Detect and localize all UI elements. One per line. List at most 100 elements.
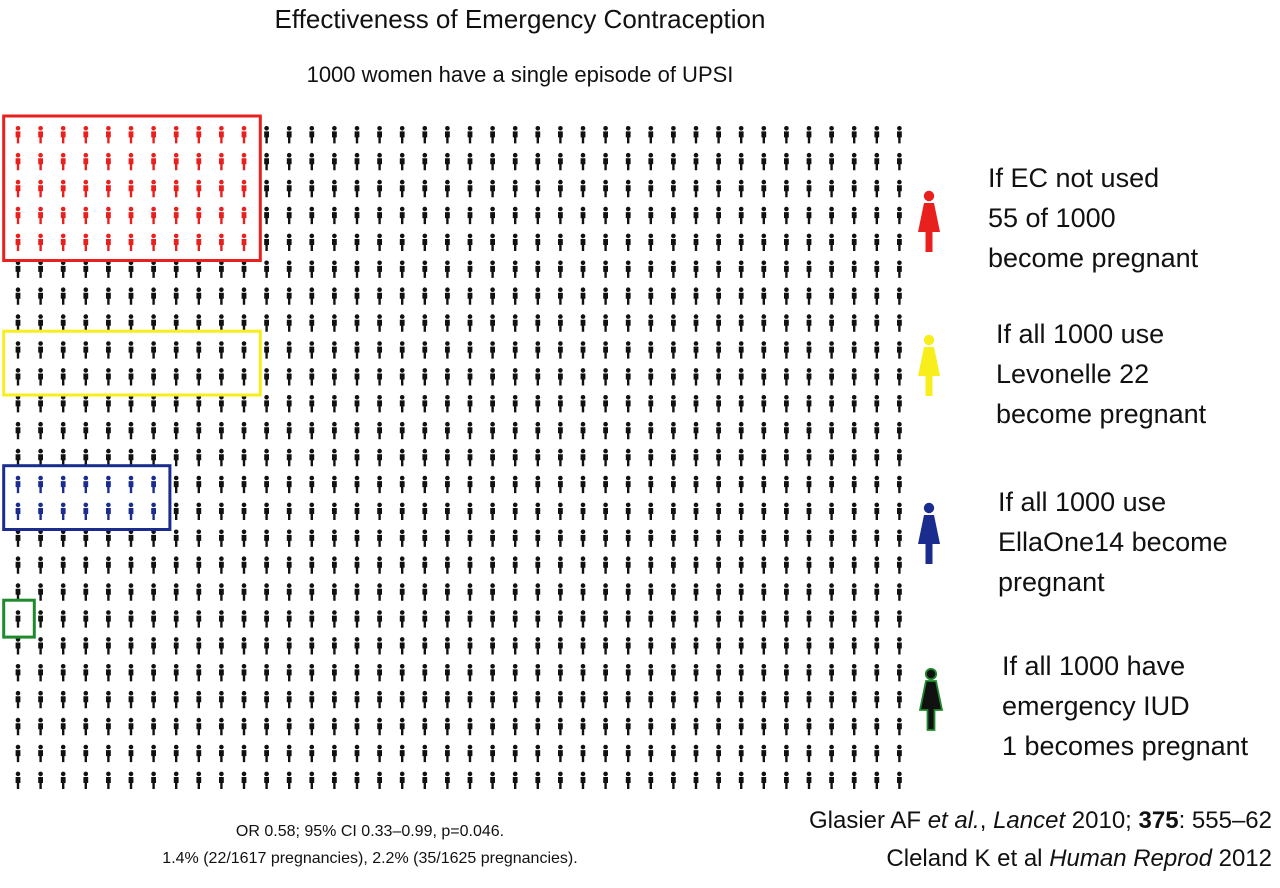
figure — [738, 690, 744, 709]
figure — [806, 690, 812, 709]
figure — [445, 502, 450, 520]
figure — [467, 664, 473, 682]
figure — [897, 690, 902, 709]
figure — [648, 421, 654, 440]
figure — [897, 314, 902, 332]
figure — [196, 583, 202, 601]
figure-levonelle — [219, 368, 224, 386]
figure — [60, 421, 66, 440]
diagram-title: Effectiveness of Emergency Contraception — [274, 4, 766, 34]
figure — [558, 341, 563, 359]
figure — [693, 771, 699, 789]
figure — [264, 664, 269, 682]
figure-levonelle — [83, 341, 89, 359]
figure-levonelle — [128, 341, 134, 359]
figure — [558, 610, 563, 628]
figure — [512, 529, 518, 547]
ref-year: 2010; — [1065, 807, 1139, 834]
figure — [60, 395, 66, 413]
figure — [422, 126, 428, 144]
figure — [874, 502, 880, 520]
figure-no_ec — [15, 233, 21, 251]
figure — [761, 126, 767, 144]
figure — [332, 690, 337, 709]
frame-ellaone — [2, 464, 172, 532]
figure — [829, 368, 834, 386]
figure — [784, 744, 789, 763]
figure — [603, 126, 608, 144]
figure — [693, 206, 699, 225]
figure — [332, 179, 337, 198]
figure — [897, 583, 902, 601]
figure-ellaone — [38, 502, 43, 520]
figure — [580, 233, 586, 251]
figure — [558, 502, 563, 520]
figure — [467, 126, 473, 144]
figure-no_ec — [219, 179, 224, 198]
figure — [874, 556, 880, 574]
figure-ellaone — [128, 475, 134, 494]
figure — [422, 314, 428, 332]
figure-no_ec — [15, 179, 21, 198]
figure — [829, 502, 834, 520]
figure — [716, 126, 721, 144]
figure — [851, 475, 857, 494]
figure — [535, 448, 541, 467]
figure — [399, 529, 405, 547]
figure — [286, 717, 292, 736]
ref-journal: Human Reprod — [1049, 845, 1212, 872]
figure — [399, 717, 405, 736]
figure — [354, 475, 360, 494]
figure — [603, 556, 608, 574]
figure — [60, 664, 66, 682]
figure — [151, 287, 156, 305]
figure — [151, 771, 156, 789]
figure — [422, 475, 428, 494]
figure — [716, 475, 721, 494]
figure — [716, 744, 721, 763]
figure — [309, 529, 315, 547]
legend-line: 1 becomes pregnant — [1002, 731, 1249, 761]
figure — [377, 395, 382, 413]
figure — [467, 502, 473, 520]
figure — [874, 583, 880, 601]
figure-no_ec — [196, 179, 202, 198]
figure — [738, 556, 744, 574]
figure — [83, 260, 89, 278]
figure — [851, 637, 857, 655]
figure — [512, 583, 518, 601]
figure — [784, 771, 789, 789]
figure — [286, 690, 292, 709]
figure — [196, 529, 202, 547]
figure — [784, 421, 789, 440]
figure — [106, 717, 111, 736]
figure — [716, 771, 721, 789]
figure — [38, 771, 43, 789]
figure — [512, 179, 518, 198]
figure — [738, 395, 744, 413]
figure — [332, 556, 337, 574]
figure-no_ec — [128, 126, 134, 144]
figure — [83, 287, 89, 305]
figure-no_ec — [128, 179, 134, 198]
figure — [648, 637, 654, 655]
figure — [874, 233, 880, 251]
figure — [580, 206, 586, 225]
figure — [716, 395, 721, 413]
figure — [173, 690, 179, 709]
figure — [60, 771, 66, 789]
figure — [625, 690, 631, 709]
figure — [535, 287, 541, 305]
figure — [15, 556, 21, 574]
figure — [467, 771, 473, 789]
legend-icon-ellaone — [918, 502, 940, 564]
figure — [286, 152, 292, 171]
figure-no_ec — [196, 152, 202, 171]
figure — [241, 744, 247, 763]
figure — [377, 502, 382, 520]
figure — [106, 690, 111, 709]
figure — [648, 502, 654, 520]
figure — [580, 583, 586, 601]
figure — [580, 690, 586, 709]
figure — [761, 395, 767, 413]
